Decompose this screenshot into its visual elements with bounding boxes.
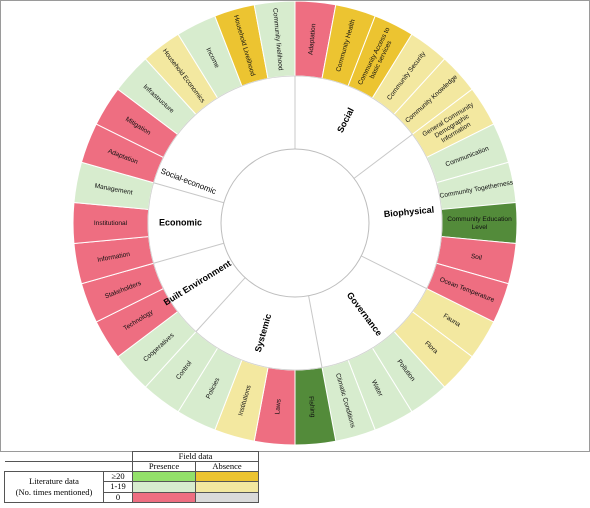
indicator-label: Institutional [94,220,128,227]
indicator-wheel: Adaptation Community Health Community Acce… [72,1,518,446]
category-divider [153,182,224,204]
legend-literature-line1: Literature data [29,476,79,486]
indicator-label: Laws [274,398,282,415]
legend-field-data-header: Field data [132,451,259,462]
inner-circle [220,148,370,298]
category-divider [353,134,413,179]
legend-swatch [195,491,259,504]
legend-swatch [132,470,196,483]
indicator-label: Community Education Level [447,216,512,231]
legend-literature-line2: (No. times mentioned) [15,487,93,497]
indicator-label: Adaptation [307,23,317,55]
diagram-frame: Adaptation Community Health Community Acce… [0,0,590,452]
category-divider [361,255,427,289]
legend-swatch [195,470,259,483]
legend-absence-header: Absence [195,461,259,472]
legend-row-label: 0 [103,491,133,504]
legend-table: Field data Presence Absence Literature d… [4,451,259,504]
legend-row-label: 1-19 [103,481,133,493]
legend-literature-label: Literature data (No. times mentioned) [4,471,104,503]
legend-presence-header: Presence [132,461,196,472]
legend-swatch [132,481,196,493]
category-divider [308,295,323,368]
category-label: Biophysical [383,205,434,220]
indicator-label: Fishing [307,396,316,418]
indicator-label: Soil [470,253,483,262]
legend-row-label: ≥20 [103,470,133,483]
category-label: Economic [159,217,202,227]
category-divider [195,277,246,332]
category-divider [153,242,224,264]
legend-swatch [132,491,196,504]
legend-swatch [195,481,259,493]
